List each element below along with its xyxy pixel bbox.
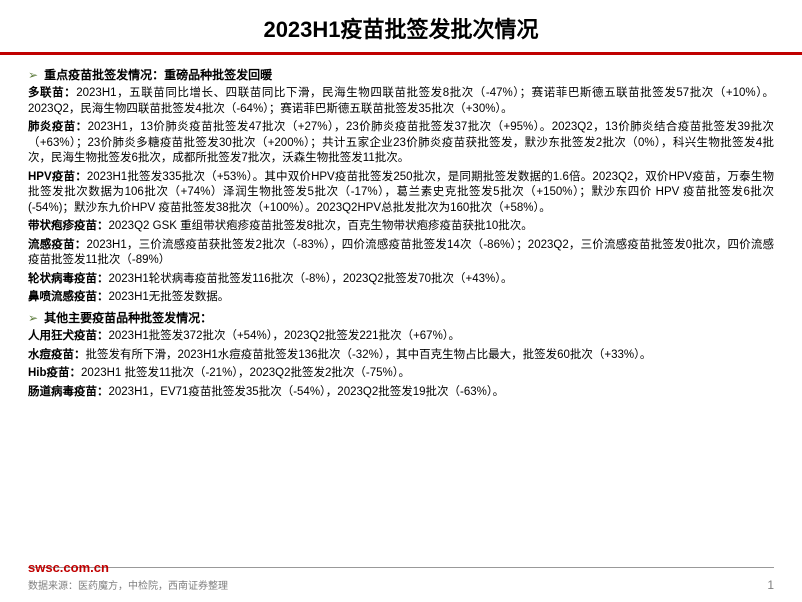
item-text: 2023H1批签发372批次（+54%），2023Q2批签发221批次（+67%… <box>109 330 461 342</box>
item-label: 带状疱疹疫苗： <box>28 220 109 232</box>
item-text: 2023H1，EV71疫苗批签发35批次（-54%），2023Q2批签发19批次… <box>109 386 505 398</box>
page-number: 1 <box>767 578 774 592</box>
item-multi-vaccine: 多联苗：2023H1，五联苗同比增长、四联苗同比下滑，民海生物四联苗批签发8批次… <box>28 86 774 117</box>
item-rotavirus: 轮状病毒疫苗：2023H1轮状病毒疫苗批签发116批次（-8%），2023Q2批… <box>28 272 774 288</box>
footer-left: swsc.com.cn 数据来源：医药魔方，中检院，西南证券整理 <box>28 560 228 592</box>
item-text: 2023H1，五联苗同比增长、四联苗同比下滑，民海生物四联苗批签发8批次（-47… <box>28 87 774 115</box>
item-hib: Hib疫苗：2023H1 批签发11批次（-21%），2023Q2批签发2批次（… <box>28 366 774 382</box>
item-text: 2023Q2 GSK 重组带状疱疹疫苗批签发8批次，百克生物带状疱疹疫苗获批10… <box>109 220 533 232</box>
item-varicella: 水痘疫苗：批签发有所下滑，2023H1水痘疫苗批签发136批次（-32%），其中… <box>28 348 774 364</box>
arrow-icon: ➢ <box>28 67 38 83</box>
section2-title: 其他主要疫苗品种批签发情况： <box>44 310 212 326</box>
item-shingles: 带状疱疹疫苗：2023Q2 GSK 重组带状疱疹疫苗批签发8批次，百克生物带状疱… <box>28 219 774 235</box>
item-label: HPV疫苗： <box>28 171 87 183</box>
item-label: 流感疫苗： <box>28 239 86 251</box>
item-label: 人用狂犬疫苗： <box>28 330 109 342</box>
arrow-icon: ➢ <box>28 310 38 326</box>
item-label: 鼻喷流感疫苗： <box>28 291 109 303</box>
item-hpv: HPV疫苗：2023H1批签发335批次（+53%）。其中双价HPV疫苗批签发2… <box>28 170 774 217</box>
item-rabies: 人用狂犬疫苗：2023H1批签发372批次（+54%），2023Q2批签发221… <box>28 329 774 345</box>
item-pneumonia: 肺炎疫苗：2023H1，13价肺炎疫苗批签发47批次（+27%），23价肺炎疫苗… <box>28 120 774 167</box>
item-text: 2023H1轮状病毒疫苗批签发116批次（-8%），2023Q2批签发70批次（… <box>109 273 513 285</box>
footer-url: swsc.com.cn <box>28 560 228 575</box>
item-label: 肺炎疫苗： <box>28 121 88 133</box>
section1-header: ➢ 重点疫苗批签发情况：重磅品种批签发回暖 <box>28 67 774 83</box>
footer-source: 数据来源：医药魔方，中检院，西南证券整理 <box>28 577 228 592</box>
item-label: 水痘疫苗： <box>28 349 86 361</box>
item-enterovirus: 肠道病毒疫苗：2023H1，EV71疫苗批签发35批次（-54%），2023Q2… <box>28 385 774 401</box>
item-text: 2023H1 批签发11批次（-21%），2023Q2批签发2批次（-75%）。 <box>81 367 410 379</box>
item-label: 轮状病毒疫苗： <box>28 273 109 285</box>
item-text: 批签发有所下滑，2023H1水痘疫苗批签发136批次（-32%），其中百克生物占… <box>86 349 652 361</box>
item-text: 2023H1，三价流感疫苗获批签发2批次（-83%），四价流感疫苗批签发14次（… <box>28 239 774 267</box>
item-text: 2023H1批签发335批次（+53%）。其中双价HPV疫苗批签发250批次，是… <box>28 171 774 214</box>
footer: swsc.com.cn 数据来源：医药魔方，中检院，西南证券整理 1 <box>28 560 774 592</box>
item-label: Hib疫苗： <box>28 367 81 379</box>
item-flu: 流感疫苗：2023H1，三价流感疫苗获批签发2批次（-83%），四价流感疫苗批签… <box>28 238 774 269</box>
item-label: 多联苗： <box>28 87 76 99</box>
content-area: ➢ 重点疫苗批签发情况：重磅品种批签发回暖 多联苗：2023H1，五联苗同比增长… <box>0 55 802 400</box>
section1-title: 重点疫苗批签发情况：重磅品种批签发回暖 <box>44 67 272 83</box>
item-label: 肠道病毒疫苗： <box>28 386 109 398</box>
page-title: 2023H1疫苗批签发批次情况 <box>0 12 802 44</box>
section2-header: ➢ 其他主要疫苗品种批签发情况： <box>28 310 774 326</box>
item-text: 2023H1无批签发数据。 <box>109 291 230 303</box>
item-text: 2023H1，13价肺炎疫苗批签发47批次（+27%），23价肺炎疫苗批签发37… <box>28 121 774 164</box>
title-bar: 2023H1疫苗批签发批次情况 <box>0 0 802 52</box>
item-nasal-flu: 鼻喷流感疫苗：2023H1无批签发数据。 <box>28 290 774 306</box>
